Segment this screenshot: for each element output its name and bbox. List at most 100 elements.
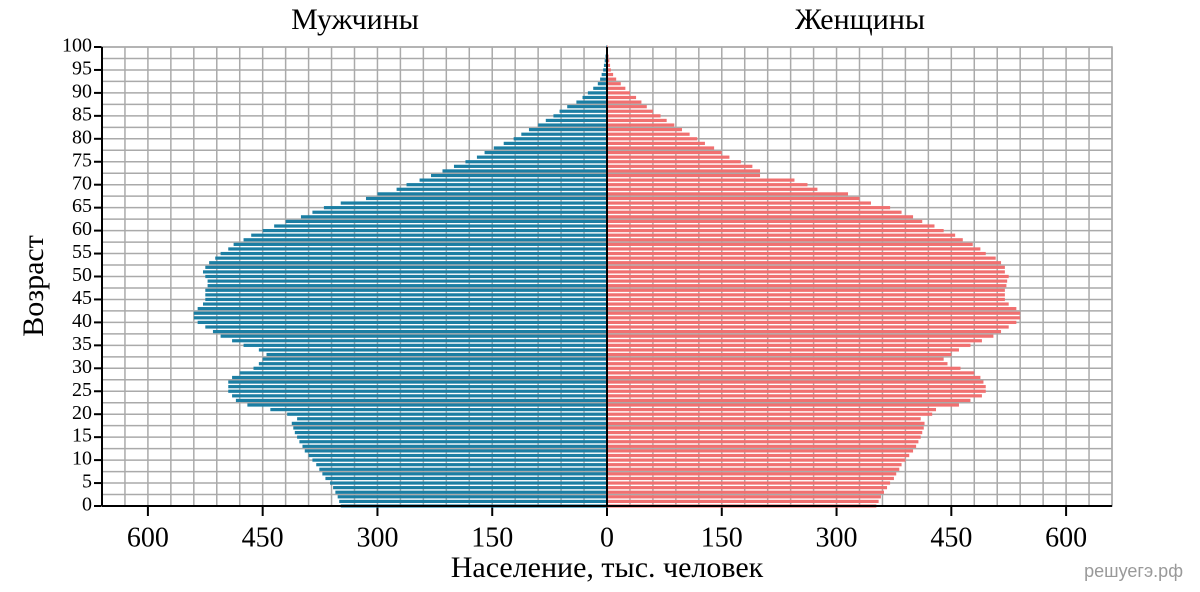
bar [607,334,994,338]
bar [607,421,925,425]
bar [607,325,1009,329]
bar [607,114,661,118]
bar [603,68,607,72]
bar [322,472,607,476]
bar [607,210,902,214]
bar [197,307,608,311]
watermark: решуегэ.рф [1084,561,1183,581]
bar [607,458,906,462]
bar [335,490,607,494]
bar [607,453,910,458]
bar [312,458,607,462]
bar [258,348,607,352]
bar [607,449,914,453]
bar [312,210,607,214]
bar [330,481,607,485]
bar [607,77,617,81]
y-tick-label: 70 [72,172,92,194]
bar [419,178,607,182]
bar [607,146,715,150]
bar [607,128,682,132]
y-tick-label: 75 [72,149,92,171]
bar [607,137,698,141]
y-tick-label: 50 [72,264,92,286]
bar [607,417,921,421]
y-tick-label: 10 [72,448,92,470]
right-title: Женщины [795,3,925,36]
bar [193,311,607,315]
bar [294,430,607,435]
bar [207,279,607,283]
y-tick-label: 35 [72,333,92,355]
y-tick-label: 55 [72,241,92,263]
bar [553,114,607,118]
bar [607,82,621,86]
bar [607,316,1021,320]
bar [607,206,891,210]
bar [607,164,753,168]
bar [607,105,647,109]
bar [607,173,761,178]
bar [607,242,973,246]
bar [247,403,607,407]
x-tick-label: 450 [242,522,284,553]
bar [607,141,705,145]
y-axis-label: Возраст [17,235,50,337]
bar [607,288,1005,292]
bar [243,238,607,242]
bar [235,398,607,403]
bar [607,481,891,485]
bar [607,72,614,77]
bar [607,398,971,403]
bar [228,385,607,389]
bar [203,302,607,306]
bar [521,132,607,136]
bar [607,297,1005,302]
bar [607,183,808,187]
bar [607,233,956,237]
bar [607,91,630,95]
bar [607,187,818,191]
bar [220,334,607,338]
bar [607,371,975,375]
bar [607,150,722,155]
bar [293,426,607,430]
bar [365,196,607,201]
bar [607,215,914,219]
bar [228,247,607,251]
bar [607,385,986,389]
y-tick-label: 30 [72,356,92,378]
bar [607,362,948,366]
bar [607,63,611,67]
bar [337,495,607,499]
bar [607,169,761,173]
bar [377,192,607,196]
bar [212,329,608,334]
bar [607,463,902,467]
y-tick-label: 15 [72,425,92,447]
y-tick-label: 45 [72,287,92,309]
bar [302,444,607,448]
bar [607,426,924,430]
bar [607,412,933,416]
bar [607,366,961,370]
bar [325,476,607,481]
bar [607,380,984,384]
bar [607,472,897,476]
bar [287,412,607,416]
bar [607,375,981,380]
bar [476,155,607,159]
bar [308,453,607,458]
bar [607,389,986,393]
bar [607,247,981,251]
bar [576,100,607,104]
bar [607,444,917,448]
bar [601,72,607,77]
x-tick-label: 150 [701,522,743,553]
bar [607,123,675,127]
bar [607,476,894,481]
bar [205,325,607,329]
bar [274,224,607,228]
bar [607,100,642,104]
